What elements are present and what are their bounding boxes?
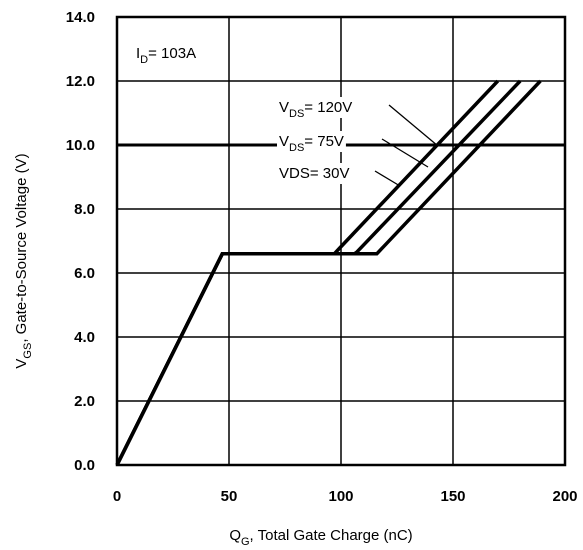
series-label: VDS= 75V xyxy=(279,133,344,154)
y-tick-label: 0.0 xyxy=(74,457,95,474)
x-tick-label: 150 xyxy=(440,488,465,505)
y-tick-label: 14.0 xyxy=(66,9,95,26)
series-label-leader xyxy=(381,138,429,168)
y-tick-label: 2.0 xyxy=(74,393,95,410)
y-axis-label: VGS, Gate-to-Source Voltage (V) xyxy=(13,153,34,368)
x-tick-label: 50 xyxy=(221,488,238,505)
y-tick-label: 6.0 xyxy=(74,265,95,282)
y-tick-label: 4.0 xyxy=(74,329,95,346)
y-tick-label: 8.0 xyxy=(74,201,95,218)
series-label-bg xyxy=(277,131,346,152)
series-label-bg xyxy=(277,163,352,184)
series-label: VDS= 30V xyxy=(279,165,349,182)
y-tick-label: 12.0 xyxy=(66,73,95,90)
series-label: VDS= 120V xyxy=(279,99,352,120)
series-label-bg xyxy=(277,97,355,118)
x-axis-label: QG, Total Gate Charge (nC) xyxy=(229,527,412,548)
x-tick-label: 200 xyxy=(552,488,577,505)
condition-label: ID= 103A xyxy=(136,45,196,66)
y-tick-label: 10.0 xyxy=(66,137,95,154)
series-label-leader xyxy=(388,104,439,147)
series-label-leader xyxy=(374,170,401,187)
plot-frame xyxy=(115,15,567,467)
series-line xyxy=(115,79,542,466)
x-tick-label: 0 xyxy=(113,488,121,505)
x-tick-label: 100 xyxy=(328,488,353,505)
